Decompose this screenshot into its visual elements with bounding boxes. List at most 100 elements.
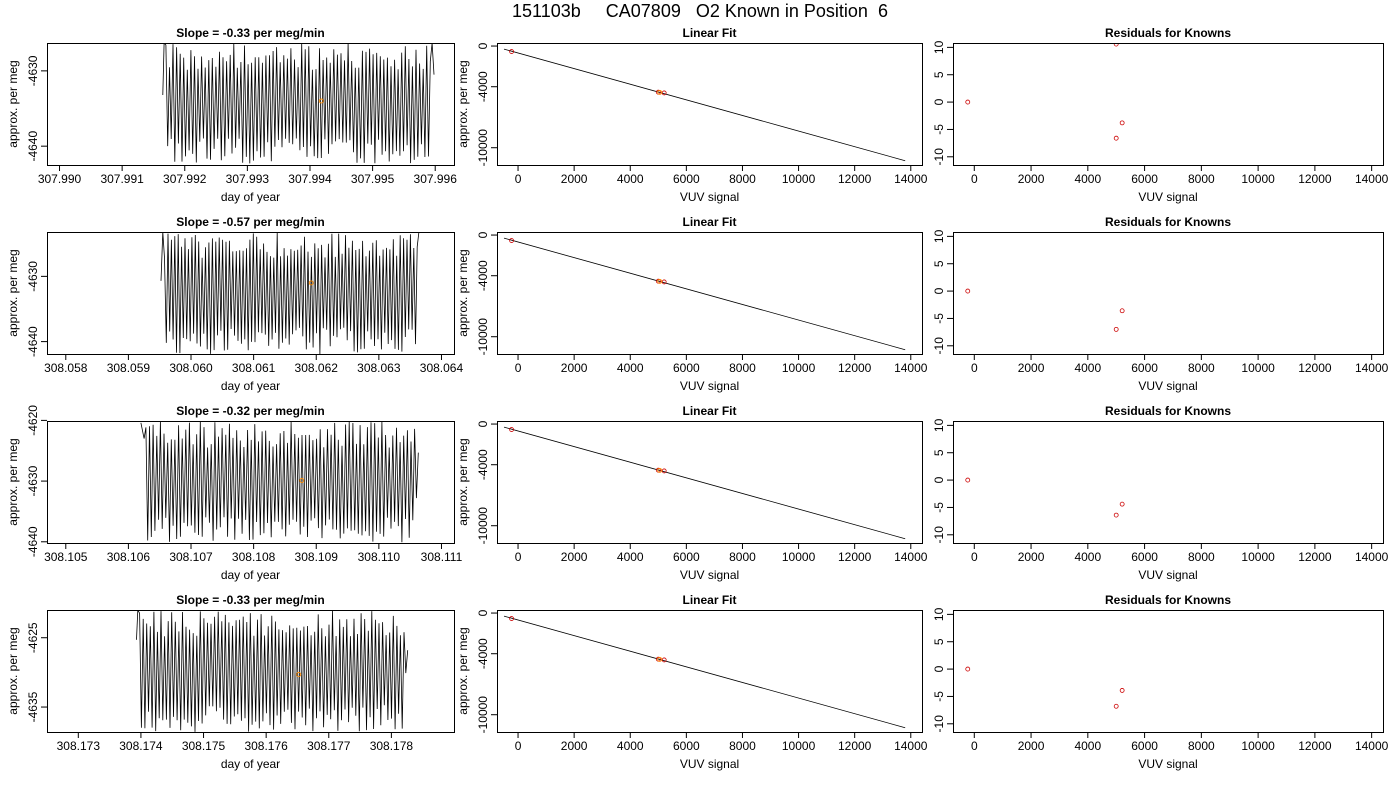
y-tick-label: -10 — [932, 715, 946, 733]
x-tick-label: 12000 — [1298, 739, 1332, 753]
x-tick-label: 308.178 — [370, 739, 414, 753]
panel-title: Slope = -0.32 per meg/min — [176, 404, 324, 418]
x-tick-label: 307.992 — [163, 172, 207, 186]
row1-timeseries-chart: Slope = -0.33 per meg/min 307.990 307.991 3… — [6, 26, 457, 204]
x-tick-label: 2000 — [1018, 550, 1045, 564]
y-axis-label: approx. per meg — [6, 60, 20, 147]
series-line — [136, 610, 409, 732]
y-tick-label: -4625 — [26, 622, 40, 653]
panel-title: Slope = -0.33 per meg/min — [176, 26, 324, 40]
x-tick-label: 308.061 — [232, 361, 276, 375]
x-tick-label: 308.108 — [232, 550, 276, 564]
plot-box — [497, 421, 923, 544]
plot-box — [47, 43, 455, 166]
y-tick-label: 0 — [476, 420, 490, 427]
x-tick-label: 308.106 — [107, 550, 151, 564]
x-tick-label: 14000 — [894, 739, 928, 753]
highlight-marker — [299, 478, 305, 483]
x-tick-label: 8000 — [729, 739, 756, 753]
y-axis-label: approx. per meg — [6, 438, 20, 525]
x-tick-label: 4000 — [1074, 361, 1101, 375]
data-point — [1119, 501, 1125, 507]
panel-title: Linear Fit — [682, 215, 736, 229]
x-tick-label: 0 — [971, 550, 978, 564]
panel-title: Linear Fit — [682, 26, 736, 40]
data-point — [509, 616, 514, 621]
x-tick-label: 2000 — [561, 361, 588, 375]
x-tick-label: 308.177 — [307, 739, 351, 753]
plot-area — [136, 610, 409, 732]
x-tick-label: 0 — [515, 739, 522, 753]
row2-timeseries-chart: Slope = -0.57 per meg/min 308.058 308.059 3… — [6, 215, 463, 393]
x-axis-label: VUV signal — [1138, 568, 1197, 582]
x-tick-label: 12000 — [1298, 550, 1332, 564]
x-tick-label: 4000 — [617, 550, 644, 564]
x-tick-label: 6000 — [1131, 361, 1158, 375]
panel-title: Linear Fit — [682, 593, 736, 607]
x-tick-label: 10000 — [1241, 739, 1275, 753]
y-tick-label: -4620 — [26, 405, 40, 436]
plot-area — [162, 43, 435, 164]
y-tick-label: -4635 — [26, 691, 40, 722]
highlight-marker — [308, 280, 314, 286]
data-point — [661, 279, 667, 285]
x-tick-label: 0 — [971, 361, 978, 375]
y-tick-label: 5 — [932, 449, 946, 456]
x-tick-label: 308.063 — [357, 361, 401, 375]
x-tick-label: 10000 — [1241, 550, 1275, 564]
plot-box — [497, 43, 923, 166]
plot-area — [965, 288, 1125, 332]
plot-box — [47, 232, 455, 355]
y-tick-label: 10 — [932, 418, 946, 432]
x-axis-label: VUV signal — [1138, 379, 1197, 393]
y-tick-label: 0 — [476, 231, 490, 238]
x-axis-label: VUV signal — [680, 757, 739, 771]
x-tick-label: 8000 — [1188, 361, 1215, 375]
fit-line — [503, 615, 906, 729]
y-tick-label: 0 — [476, 609, 490, 616]
data-point — [965, 288, 971, 294]
y-tick-label: -4640 — [26, 326, 40, 357]
x-tick-label: 0 — [515, 550, 522, 564]
y-tick-label: -5 — [932, 502, 946, 513]
row4-linearfit-chart: Linear Fit 0 2000 4000 6000 8000 10000 12000 140… — [456, 593, 928, 771]
plot-area — [965, 477, 1125, 518]
x-tick-label: 8000 — [1188, 739, 1215, 753]
data-point — [965, 99, 971, 105]
highlight-marker — [657, 278, 663, 284]
x-tick-label: 308.173 — [57, 739, 101, 753]
x-tick-label: 0 — [515, 172, 522, 186]
y-tick-label: 10 — [932, 229, 946, 243]
y-tick-label: -4630 — [26, 55, 40, 86]
x-tick-label: 307.990 — [38, 172, 82, 186]
y-tick-label: 0 — [476, 42, 490, 49]
x-tick-label: 4000 — [617, 172, 644, 186]
x-tick-label: 8000 — [1188, 550, 1215, 564]
x-tick-label: 308.176 — [244, 739, 288, 753]
y-tick-label: 0 — [932, 665, 946, 672]
series-line — [160, 232, 423, 354]
x-tick-label: 308.111 — [421, 550, 463, 564]
y-tick-label: 10 — [932, 607, 946, 621]
data-point — [661, 657, 667, 663]
plot-area — [503, 426, 906, 540]
x-tick-label: 308.107 — [169, 550, 213, 564]
y-tick-label: -10 — [932, 526, 946, 544]
data-point — [1113, 326, 1119, 332]
panel-title: Residuals for Knowns — [1105, 404, 1231, 418]
x-tick-label: 6000 — [673, 361, 700, 375]
y-tick-label: -4000 — [476, 71, 490, 102]
x-axis-label: VUV signal — [680, 568, 739, 582]
panel-title: Residuals for Knowns — [1105, 593, 1231, 607]
x-tick-label: 2000 — [1018, 361, 1045, 375]
x-tick-label: 307.994 — [288, 172, 332, 186]
x-tick-label: 6000 — [1131, 172, 1158, 186]
data-point — [1113, 512, 1119, 518]
x-tick-label: 6000 — [673, 550, 700, 564]
series-line — [140, 421, 419, 543]
panel-title: Slope = -0.57 per meg/min — [176, 215, 324, 229]
highlight-marker — [318, 98, 324, 104]
plot-area — [965, 43, 1125, 141]
y-tick-label: -4640 — [26, 526, 40, 557]
x-axis-label: VUV signal — [680, 190, 739, 204]
